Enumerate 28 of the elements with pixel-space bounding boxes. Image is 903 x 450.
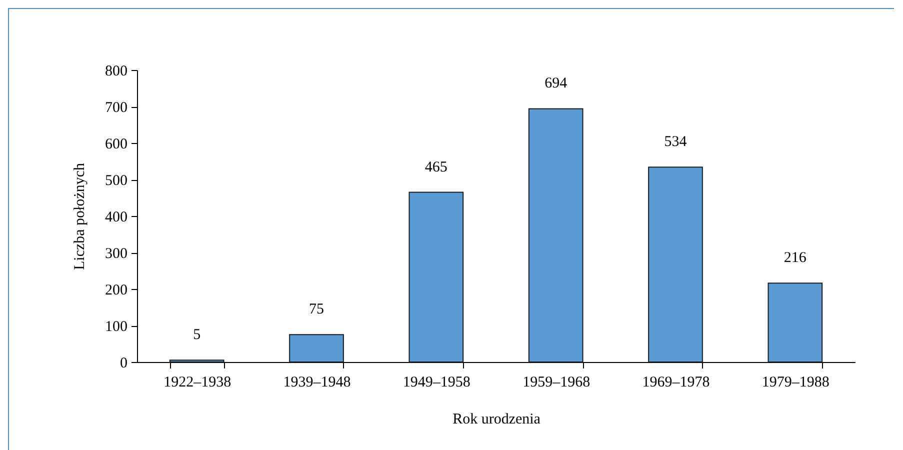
data-label: 216 [784, 250, 807, 266]
data-label: 465 [424, 159, 448, 176]
data-label: 5 [193, 327, 201, 344]
y-axis-title: Liczba położnych [72, 162, 88, 270]
y-tick-label: 200 [105, 282, 128, 298]
bar [408, 192, 464, 362]
x-tick-label: 1949–1958 [402, 374, 470, 390]
bar [768, 282, 823, 362]
bar [648, 166, 703, 362]
y-tick-label: 300 [105, 246, 128, 262]
data-label: 534 [664, 134, 688, 150]
y-tick-label: 100 [105, 319, 128, 335]
x-tick-label: 1979–1988 [762, 374, 830, 390]
x-tick-label: 1959–1968 [522, 374, 590, 390]
y-tick-label: 600 [105, 136, 128, 152]
x-tick-label: 1922–1938 [164, 374, 232, 390]
bar [528, 108, 584, 362]
y-tick-label: 500 [105, 173, 128, 189]
y-tick-label: 800 [105, 64, 128, 80]
x-axis-title: Rok urodzenia [452, 412, 541, 428]
y-tick-label: 0 [120, 356, 128, 372]
data-label: 694 [544, 76, 568, 92]
x-tick-label: 1939–1948 [283, 374, 351, 390]
y-tick-label: 400 [105, 210, 128, 226]
x-tick-label: 1969–1978 [642, 374, 710, 390]
bar [289, 334, 344, 362]
data-label: 75 [309, 302, 324, 318]
y-tick-label: 700 [105, 100, 128, 116]
